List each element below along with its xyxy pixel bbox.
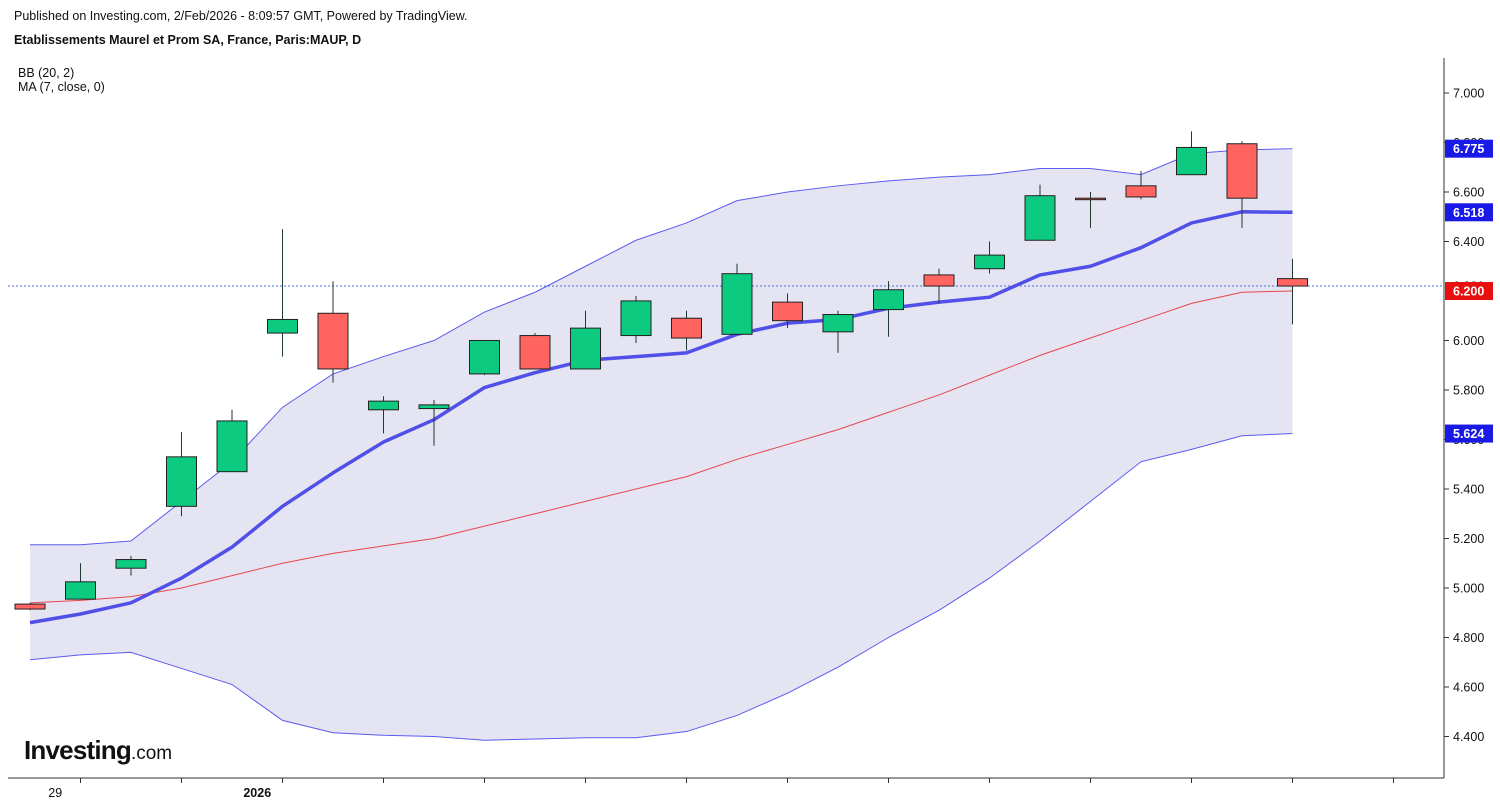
candle-body-up [721, 273, 753, 335]
logo-brand: Investing [24, 735, 132, 765]
candle [65, 563, 96, 600]
candle [267, 229, 298, 357]
y-tick-label: 4.800 [1453, 631, 1484, 645]
y-tick-label: 5.200 [1453, 532, 1484, 546]
candle-body-up [570, 327, 601, 370]
candle [772, 293, 803, 329]
candle [166, 432, 197, 517]
y-tick-label: 6.600 [1453, 186, 1484, 200]
candle [1226, 141, 1258, 228]
candle [822, 310, 854, 353]
bb-indicator-label[interactable]: BB (20, 2) [18, 66, 75, 80]
candle [317, 281, 349, 383]
candles [14, 131, 1308, 611]
candle [1075, 192, 1106, 228]
axis-tag-ma: 6.518 [1445, 203, 1493, 222]
candle [671, 310, 702, 351]
axis-tag-bg [1445, 203, 1493, 222]
candle [469, 340, 500, 376]
bb-fill [30, 148, 1293, 741]
y-tick-label: 6.000 [1453, 334, 1484, 348]
axis-tag-price: 6.200 [1445, 282, 1493, 300]
y-tick-label: 5.400 [1453, 483, 1484, 497]
candle-body-up [267, 318, 298, 334]
candle-body-up [418, 404, 450, 410]
logo-suffix: .com [130, 743, 173, 764]
candle [216, 409, 248, 473]
axis-tag-label: 6.775 [1453, 142, 1484, 156]
candle-body-down [519, 335, 551, 370]
candle [368, 396, 399, 434]
candle [1024, 184, 1056, 241]
candle-body-down [1125, 185, 1157, 198]
candle-body-down [671, 317, 702, 339]
candle-body-down [772, 301, 803, 322]
y-tick-label: 6.400 [1453, 235, 1484, 249]
candle [873, 281, 904, 337]
candle-body-down [317, 312, 349, 370]
x-tick-label: 29 [48, 786, 62, 800]
candle [1125, 170, 1157, 200]
axis-tag-label: 5.624 [1453, 427, 1484, 441]
symbol-title: Etablissements Maurel et Prom SA, France… [14, 33, 362, 47]
ma-indicator-label[interactable]: MA (7, close, 0) [18, 80, 105, 94]
candle [1176, 131, 1207, 176]
y-tick-label: 5.000 [1453, 582, 1484, 596]
axis-tag-label: 6.518 [1453, 206, 1484, 220]
candle-body-down [1226, 143, 1258, 199]
candle-body-up [620, 300, 652, 337]
time-axis: 29 2026 [8, 777, 1444, 800]
candle-body-up [115, 559, 147, 569]
axis-tag-bg [1445, 282, 1493, 300]
candle [115, 555, 147, 576]
candle-body-up [974, 254, 1005, 270]
y-tick-label: 7.000 [1453, 87, 1484, 101]
candle-body-down [1277, 278, 1308, 287]
candle-body-down [923, 274, 955, 287]
candle-body-up [65, 581, 96, 600]
candle-body-down [1075, 197, 1106, 201]
candle [974, 241, 1005, 274]
ma-line [29, 210, 1293, 625]
candle-body-up [873, 289, 904, 311]
x-tick-label: 2026 [243, 786, 271, 800]
y-tick-label: 5.800 [1453, 384, 1484, 398]
investing-logo: Investing.com [24, 735, 172, 766]
y-tick-label: 4.600 [1453, 681, 1484, 695]
bb-basis-line [29, 290, 1293, 604]
candle [519, 333, 551, 370]
candle-body-up [166, 456, 197, 507]
price-axis: 4.4004.6004.8005.0005.2005.4005.6005.800… [1443, 58, 1484, 778]
bb-lower-line [29, 433, 1293, 741]
candle [721, 263, 753, 335]
published-note: Published on Investing.com, 2/Feb/2026 -… [14, 9, 468, 23]
y-tick-label: 4.400 [1453, 730, 1484, 744]
candle-body-up [216, 420, 248, 473]
candle [14, 602, 46, 611]
candle [1277, 258, 1308, 325]
axis-tag-band: 6.775 [1445, 139, 1493, 158]
candle [418, 399, 450, 446]
candle-body-up [1176, 146, 1207, 176]
axis-tag-band: 5.624 [1445, 424, 1493, 443]
axis-tag-label: 6.200 [1453, 285, 1484, 299]
candle [570, 310, 601, 370]
candle-body-down [14, 603, 46, 610]
axis-tag-bg [1445, 139, 1493, 158]
axis-tag-bg [1445, 424, 1493, 443]
candle [620, 295, 652, 343]
candle [923, 268, 955, 304]
candle-body-up [822, 314, 854, 333]
candle-body-up [1024, 195, 1056, 241]
candle-body-up [368, 400, 399, 411]
candle-body-up [469, 340, 500, 375]
